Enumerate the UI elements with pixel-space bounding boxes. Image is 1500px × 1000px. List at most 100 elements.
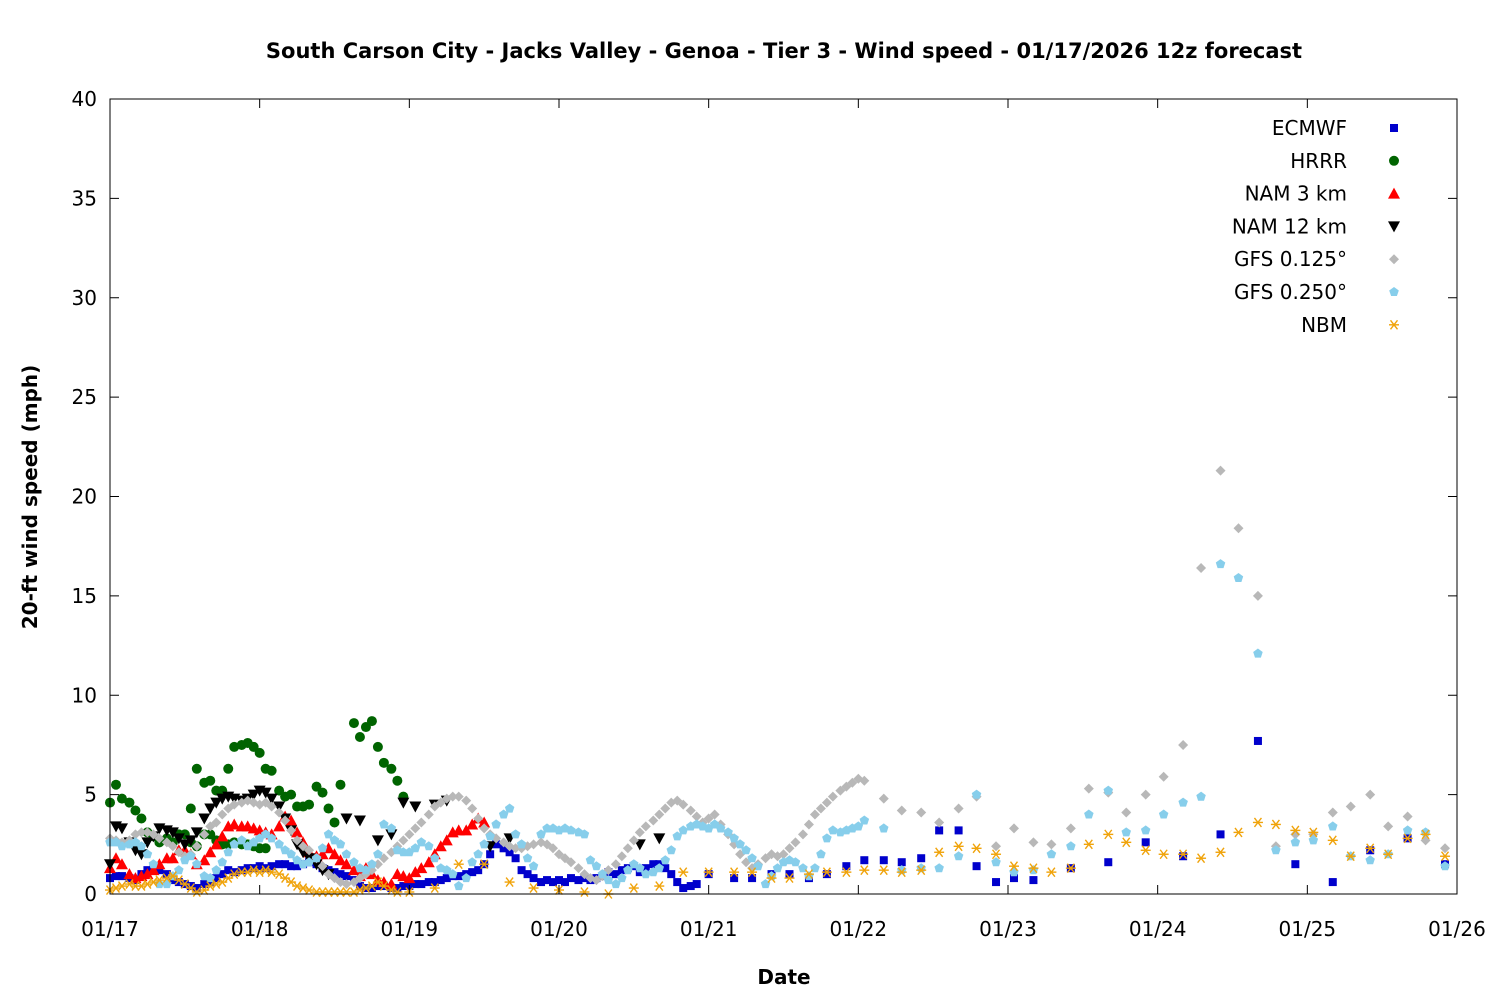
data-point (498, 809, 509, 819)
data-point (1308, 827, 1319, 838)
data-point (611, 870, 620, 879)
data-point (1029, 876, 1038, 885)
data-point (1028, 837, 1039, 848)
data-point (704, 870, 713, 879)
data-point (585, 855, 596, 865)
data-point (217, 809, 228, 820)
data-point (386, 885, 397, 895)
data-point (454, 881, 464, 891)
data-point (827, 791, 838, 802)
y-tick-label: 35 (72, 186, 97, 210)
data-point (821, 867, 832, 878)
data-point (260, 843, 271, 854)
data-point (453, 791, 464, 802)
data-point (110, 883, 121, 893)
data-point (548, 843, 559, 854)
data-point (859, 775, 870, 786)
data-point (404, 829, 415, 840)
data-point (679, 884, 688, 893)
data-point (336, 870, 345, 879)
x-tick-label: 01/20 (530, 917, 588, 941)
data-point (1009, 874, 1018, 883)
data-point (261, 864, 270, 873)
data-point (386, 763, 397, 774)
data-point (574, 876, 583, 885)
data-point (200, 880, 209, 889)
data-point (916, 807, 927, 818)
data-point (649, 860, 658, 869)
data-point (1028, 863, 1039, 874)
data-point (1196, 791, 1206, 801)
data-point (859, 865, 870, 876)
legend-marker (1389, 254, 1399, 265)
data-point (292, 835, 303, 846)
data-point (434, 840, 447, 852)
data-point (286, 789, 297, 800)
data-point (291, 826, 304, 838)
data-point (141, 868, 154, 880)
data-point (186, 851, 196, 861)
data-point (1383, 821, 1394, 832)
data-point (1252, 590, 1263, 601)
data-point (335, 839, 346, 849)
data-point (1420, 829, 1431, 840)
data-point (192, 884, 201, 893)
data-point (505, 848, 514, 857)
data-point (468, 868, 477, 877)
data-point (237, 866, 246, 875)
data-point (1290, 825, 1301, 836)
data-point (115, 858, 128, 870)
data-point (1291, 860, 1300, 869)
data-point (686, 882, 695, 891)
data-point (1216, 830, 1225, 839)
data-point (991, 857, 1001, 867)
data-point (254, 867, 265, 878)
data-point (228, 818, 241, 830)
data-point (172, 833, 185, 845)
data-point (479, 839, 489, 849)
data-point (1158, 809, 1169, 819)
data-point (249, 864, 258, 873)
data-point (971, 843, 982, 854)
data-point (803, 869, 814, 880)
data-point (565, 857, 576, 868)
data-point (184, 835, 197, 847)
data-point (211, 817, 222, 828)
data-point (204, 803, 217, 815)
data-point (117, 872, 126, 881)
data-point (603, 875, 614, 885)
data-point (416, 817, 427, 828)
series-hrrr (105, 716, 409, 854)
legend-marker (1388, 187, 1400, 199)
data-point (229, 839, 239, 849)
data-point (692, 880, 701, 889)
data-point (453, 859, 464, 870)
data-point (591, 861, 602, 871)
data-point (216, 830, 229, 842)
data-point (1327, 807, 1338, 818)
data-point (267, 862, 276, 871)
data-point (378, 881, 389, 891)
data-point (424, 841, 434, 851)
data-point (1366, 846, 1375, 855)
data-point (1365, 855, 1375, 865)
y-tick-label: 5 (84, 783, 97, 807)
data-point (785, 870, 794, 879)
data-point (409, 866, 422, 878)
data-point (1140, 845, 1151, 856)
data-point (191, 763, 202, 774)
data-point (853, 821, 864, 831)
data-point (174, 878, 183, 887)
series-gfs-0-125- (105, 465, 1451, 890)
data-point (1440, 843, 1451, 854)
data-point (628, 883, 639, 893)
legend-marker (1389, 319, 1399, 330)
data-point (667, 870, 676, 879)
data-point (1215, 847, 1226, 858)
data-point (934, 847, 945, 858)
data-point (265, 793, 278, 805)
data-point (340, 858, 353, 870)
data-point (266, 833, 277, 843)
data-point (860, 856, 869, 865)
